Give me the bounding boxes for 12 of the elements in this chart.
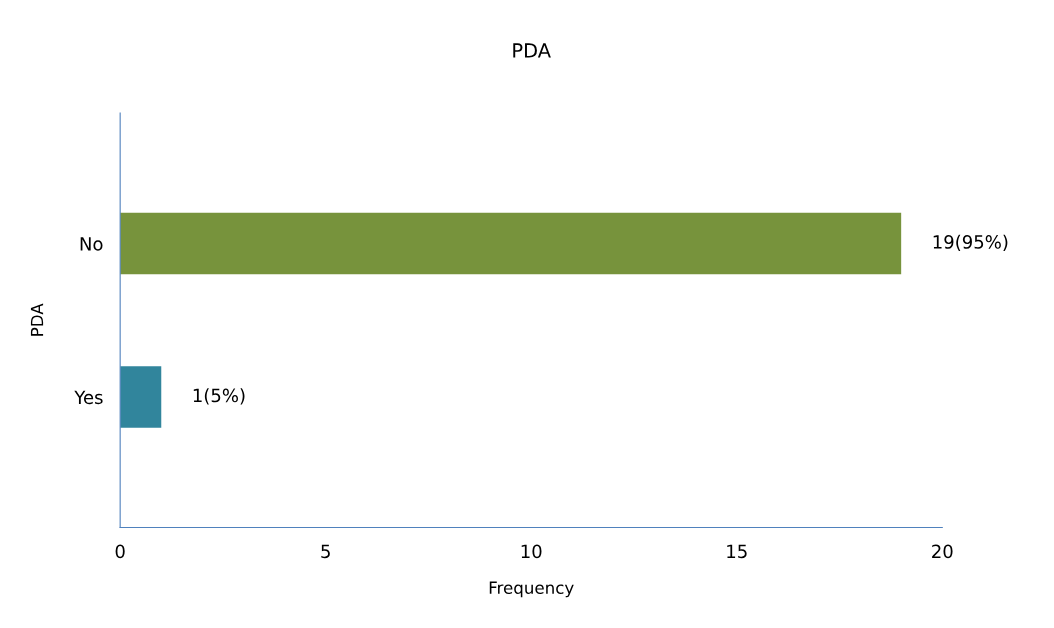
data-label: 19(95%) <box>933 234 1008 251</box>
y-tick-label: Yes <box>74 390 103 405</box>
chart-title: PDA <box>513 43 551 58</box>
x-tick-label: 15 <box>727 544 747 559</box>
y-tick-label: No <box>80 237 103 251</box>
x-axis-title: Frequency <box>489 581 574 598</box>
x-tick-label: 5 <box>321 544 330 559</box>
data-label: 1(5%) <box>193 388 245 405</box>
x-tick-label: 20 <box>932 544 953 559</box>
x-tick-label: 10 <box>521 544 542 559</box>
y-axis-title: PDA <box>30 303 44 336</box>
x-tick-label: 0 <box>115 544 125 559</box>
